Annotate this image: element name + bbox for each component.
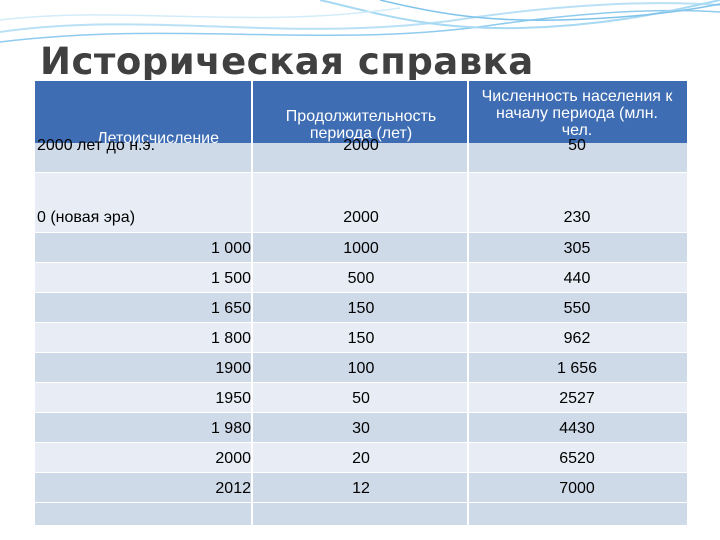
cell-duration: 500 <box>347 270 375 287</box>
cell-era: 1950 <box>215 390 251 407</box>
header-era: Летоисчисление <box>97 130 219 147</box>
cell-duration: 2000 <box>343 137 379 154</box>
table-row: 2012 12 7000 <box>35 473 687 503</box>
cell-era: 2000 <box>215 450 251 467</box>
cell-population: 4430 <box>559 420 595 437</box>
cell-population: 2527 <box>559 390 595 407</box>
cell-duration: 100 <box>347 360 375 377</box>
cell-duration: 150 <box>347 300 375 317</box>
cell-era: 0 (новая эра) <box>37 209 136 226</box>
cell-era: 1 800 <box>210 330 251 347</box>
table-row: 1 980 30 4430 <box>35 413 687 443</box>
cell-population: 50 <box>568 137 586 154</box>
cell-population: 550 <box>563 300 591 317</box>
cell-era: 1900 <box>215 360 251 377</box>
col-divider <box>467 81 469 527</box>
cell-era: 1 650 <box>210 300 251 317</box>
cell-duration: 50 <box>352 390 370 407</box>
table-row: 0 (новая эра) 2000 230 <box>35 173 687 233</box>
header-population: Численность населения к началу периода (… <box>481 88 673 139</box>
cell-era: 1 980 <box>210 420 251 437</box>
header-duration: Продолжительность периода (лет) <box>285 108 437 142</box>
cell-duration: 20 <box>352 450 370 467</box>
population-table: Летоисчисление Продолжительность периода… <box>34 80 687 527</box>
cell-era: 2012 <box>215 480 251 497</box>
table-row: 2000 лет до н.э. 2000 50 <box>35 137 687 173</box>
cell-population: 305 <box>563 240 591 257</box>
cell-duration: 2000 <box>343 209 379 226</box>
cell-era: 1 500 <box>210 270 251 287</box>
cell-population: 7000 <box>559 480 595 497</box>
cell-population: 1 656 <box>556 360 598 377</box>
table-row: 1950 50 2527 <box>35 383 687 413</box>
cell-population: 962 <box>563 330 591 347</box>
table-row: 1 800 150 962 <box>35 323 687 353</box>
table-row: 1 500 500 440 <box>35 263 687 293</box>
cell-population: 6520 <box>559 450 595 467</box>
cell-era: 1 000 <box>210 240 251 257</box>
decorative-waves <box>0 0 720 43</box>
table-row-empty <box>35 503 687 525</box>
cell-duration: 1000 <box>343 240 379 257</box>
col-divider <box>251 81 253 527</box>
slide-title: Историческая справка <box>40 40 534 83</box>
table-header <box>35 81 687 143</box>
table-row: 2000 20 6520 <box>35 443 687 473</box>
cell-population: 440 <box>563 270 591 287</box>
cell-duration: 150 <box>347 330 375 347</box>
cell-duration: 30 <box>352 420 370 437</box>
table-row: 1 650 150 550 <box>35 293 687 323</box>
table-row: 1900 100 1 656 <box>35 353 687 383</box>
table-row: 1 000 1000 305 <box>35 233 687 263</box>
cell-era: 2000 лет до н.э. <box>37 137 156 154</box>
cell-duration: 12 <box>352 480 370 497</box>
cell-population: 230 <box>563 209 591 226</box>
